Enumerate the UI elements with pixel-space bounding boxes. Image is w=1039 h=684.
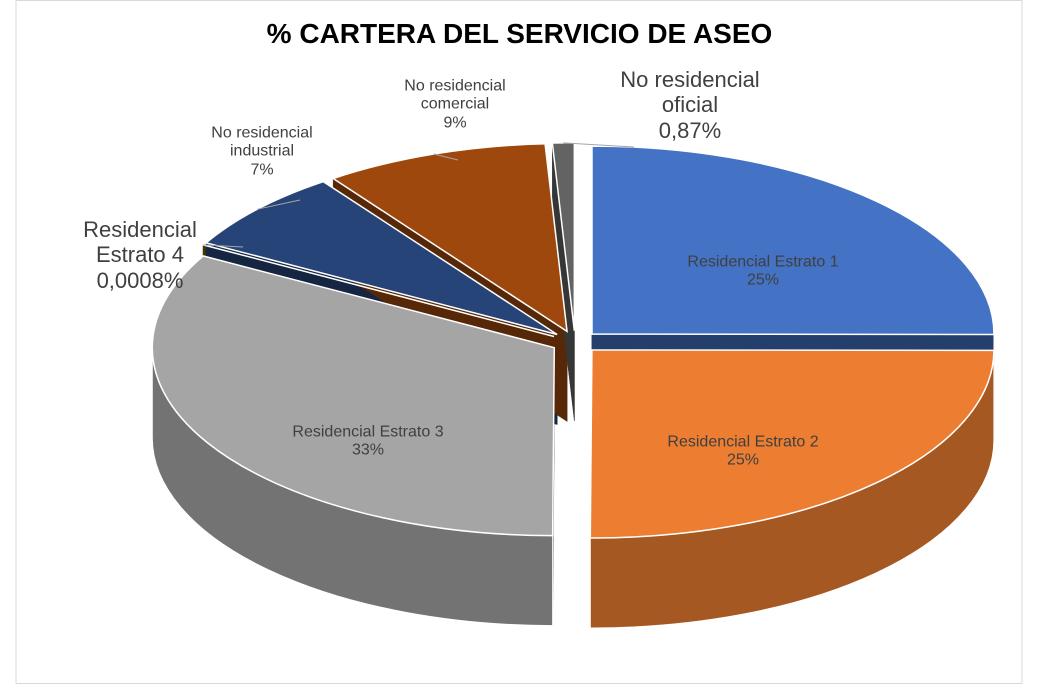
label-name: Residencial Estrato 3 [292,423,444,441]
data-label: No residencial comercial 9% [390,77,520,132]
label-name: No residencial oficial [620,67,760,118]
label-name: No residencial comercial [404,77,506,113]
label-value: 9% [443,114,467,132]
leader-line [257,199,301,210]
data-label: Residencial Estrato 3 33% [248,424,488,461]
leader-line [563,142,635,148]
label-name: Residencial Estrato 4 [83,217,197,268]
label-value: 25% [726,452,760,469]
slice [151,255,556,537]
slice [331,142,568,333]
label-value: 25% [746,272,780,289]
slice [591,145,995,336]
data-label: No residencial industrial 7% [187,124,337,179]
leader-line [203,244,244,248]
label-value: 0,0008% [96,267,184,293]
label-value: 33% [351,442,385,459]
label-name: No residencial industrial [211,124,313,160]
data-label: Residencial Estrato 4 0,0008% [60,217,220,293]
leader-line [433,153,459,161]
data-label: Residencial Estrato 1 25% [648,254,878,291]
label-name: Residencial Estrato 2 [667,433,819,451]
chart-title: % CARTERA DEL SERVICIO DE ASEO [266,18,773,49]
slice [589,349,995,539]
label-name: Residencial Estrato 1 [687,253,839,271]
slice [551,142,576,331]
label-value: 0,87% [658,117,722,143]
label-value: 7% [250,161,274,179]
data-label: No residencial oficial 0,87% [595,67,785,143]
slice-tops [151,142,995,539]
data-label: Residencial Estrato 2 25% [628,434,858,471]
